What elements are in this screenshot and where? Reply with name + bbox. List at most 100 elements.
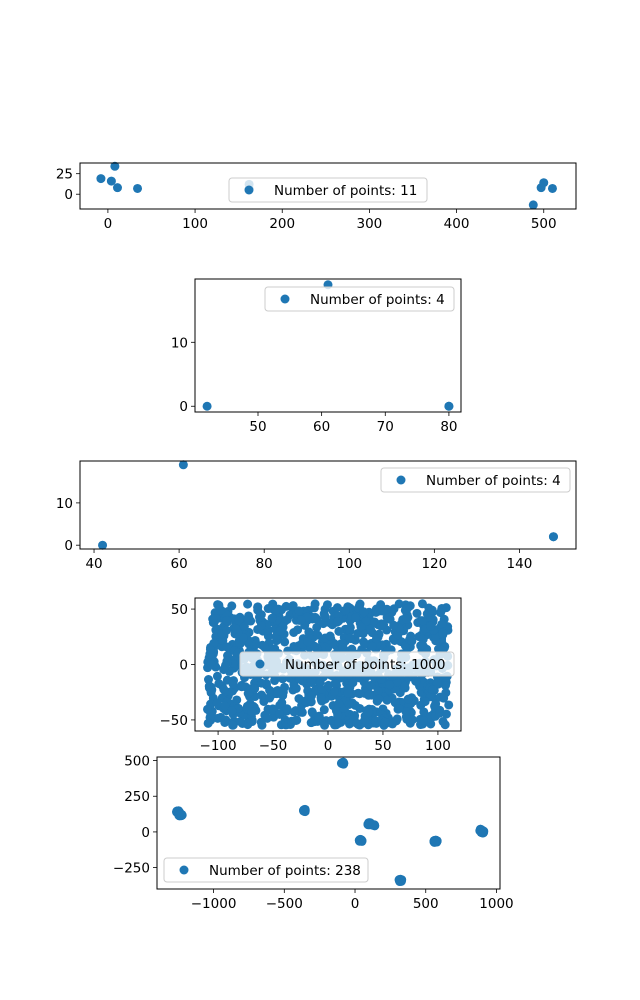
x-tick-label: −1000 (191, 896, 237, 912)
scatter-point (289, 707, 299, 717)
x-tick-label: −500 (266, 896, 303, 912)
scatter-point (282, 614, 292, 624)
scatter-point (394, 703, 404, 713)
scatter-point (402, 603, 412, 613)
scatter-point (219, 684, 229, 694)
scatter-point (205, 644, 215, 654)
scatter-point (257, 720, 267, 730)
scatter-point (222, 625, 232, 635)
scatter-point (436, 608, 446, 618)
scatter-point (110, 161, 120, 171)
y-tick-label: 10 (171, 335, 188, 351)
scatter-point (277, 698, 287, 708)
subplot-4: −100 −50 0 50 100 −50 0 50 Number of points: 100… (160, 597, 462, 754)
scatter-point (356, 622, 366, 632)
legend: Number of points: 4 (380, 467, 571, 493)
scatter-point (438, 628, 448, 638)
scatter-point (348, 678, 358, 688)
x-tick-label: 60 (313, 419, 330, 435)
scatter-point (319, 705, 329, 715)
scatter-point (219, 665, 229, 675)
y-tick-label: 0 (64, 187, 73, 203)
scatter-point (227, 706, 237, 716)
scatter-point (363, 708, 373, 718)
scatter-point (316, 693, 326, 703)
scatter-point (370, 716, 380, 726)
legend-marker (179, 865, 189, 875)
scatter-point (304, 627, 314, 637)
scatter-point (400, 681, 410, 691)
legend: Number of points: 4 (264, 286, 455, 312)
scatter-point (299, 806, 309, 816)
scatter-point (260, 642, 270, 652)
scatter-point (373, 686, 383, 696)
scatter-point (309, 641, 319, 651)
scatter-point (385, 680, 395, 690)
axes-frame (79, 162, 577, 210)
scatter-point (407, 636, 417, 646)
y-tick-label: −50 (160, 713, 189, 729)
legend-label: Number of points: 1000 (285, 657, 445, 673)
legend-box (163, 857, 369, 883)
scatter-point (96, 174, 106, 184)
scatter-point (376, 674, 386, 684)
legend-marker (396, 475, 406, 485)
scatter-point (247, 707, 257, 717)
scatter-point (243, 599, 253, 609)
scatter-point (359, 607, 369, 617)
subplot-3: 40 60 80 100 120 140 0 10 Number of points: 4 (56, 460, 577, 572)
scatter-point (430, 837, 440, 847)
scatter-point (235, 717, 245, 727)
x-tick-label: 1000 (479, 896, 513, 912)
scatter-point (364, 690, 374, 700)
x-tick-label: 500 (531, 216, 557, 232)
scatter-point (340, 606, 350, 616)
scatter-point (280, 637, 290, 647)
subplot-5: −1000 −500 0 500 1000 −250 0 250 500 Number of po… (113, 754, 514, 912)
scatter-point (417, 640, 427, 650)
scatter-point (291, 683, 301, 693)
scatter-point (254, 612, 264, 622)
scatter-point (203, 704, 213, 714)
scatter-point (303, 637, 313, 647)
scatter-point (320, 720, 330, 730)
legend-box (228, 177, 428, 203)
scatter-point (333, 710, 343, 720)
scatter-point (227, 601, 237, 611)
scatter-points (98, 460, 558, 550)
x-tick-label: 100 (336, 556, 362, 572)
legend-marker (255, 659, 265, 669)
legend-box (239, 651, 455, 677)
scatter-point (360, 638, 370, 648)
scatter-point (282, 704, 292, 714)
scatter-point (539, 178, 549, 188)
scatter-point (402, 614, 412, 624)
x-tick-label: 0 (324, 738, 333, 754)
scatter-point (203, 718, 213, 728)
scatter-point (204, 675, 213, 685)
scatter-point (379, 619, 389, 629)
legend: Number of points: 11 (228, 177, 428, 203)
scatter-point (222, 616, 232, 626)
scatter-point (420, 697, 430, 707)
scatter-point (401, 706, 411, 716)
scatter-point (133, 183, 143, 193)
scatter-point (310, 612, 320, 622)
scatter-point (178, 460, 188, 470)
scatter-point (334, 626, 344, 636)
scatter-point (334, 699, 344, 708)
x-tick-label: 200 (269, 216, 295, 232)
x-tick-label: 0 (104, 216, 113, 232)
scatter-point (265, 693, 275, 703)
legend-label: Number of points: 11 (274, 183, 417, 199)
scatter-point (368, 820, 377, 830)
scatter-point (106, 176, 116, 186)
scatter-point (239, 621, 249, 631)
legend-label: Number of points: 4 (426, 473, 561, 489)
scatter-point (289, 628, 299, 637)
scatter-point (345, 633, 355, 643)
x-tick-label: 140 (507, 556, 533, 572)
scatter-point (427, 685, 437, 695)
x-tick-label: 80 (440, 419, 457, 435)
scatter-point (112, 183, 122, 193)
